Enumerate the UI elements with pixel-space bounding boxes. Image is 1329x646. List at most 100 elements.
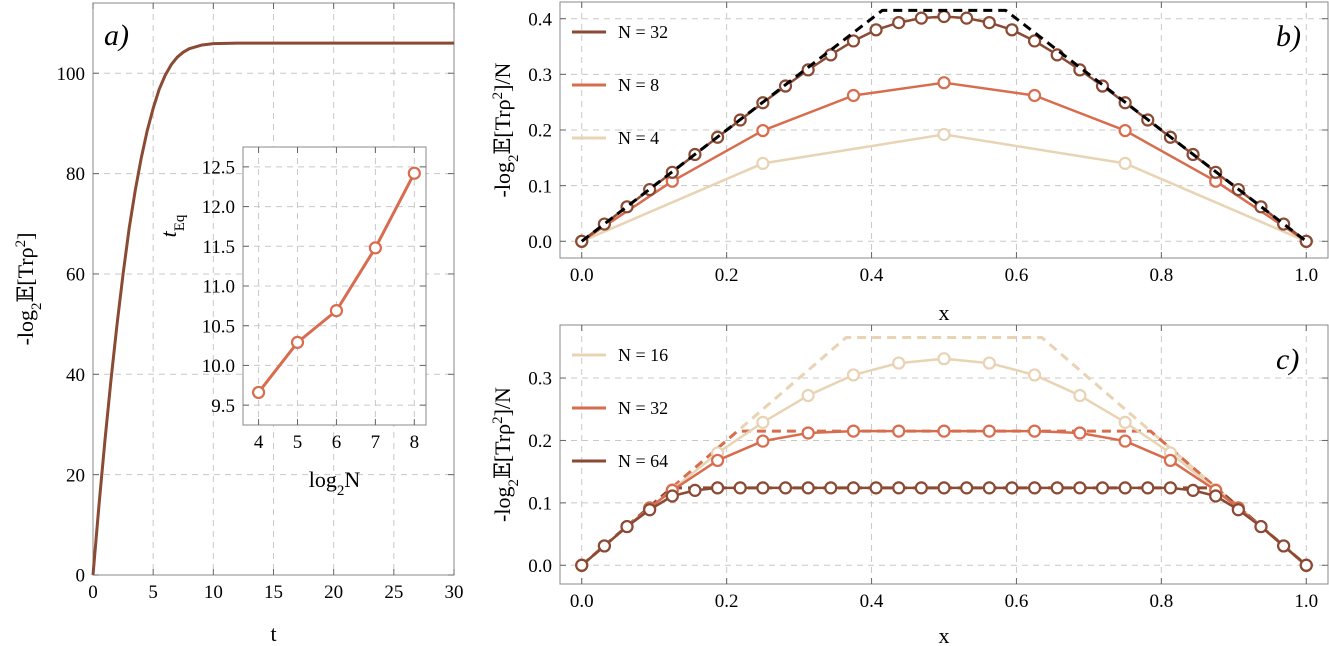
data-point: [982, 424, 996, 438]
y-tick-label: 0.4: [528, 9, 552, 30]
data-point: [1163, 481, 1178, 495]
data-point: [1027, 424, 1042, 438]
inset-x-axis-label: log2N: [309, 467, 361, 499]
data-point: [914, 11, 928, 25]
data-point: [756, 415, 770, 429]
data-point: [892, 15, 906, 30]
x-tick-label: 0.4: [860, 265, 884, 286]
data-point: [937, 424, 951, 438]
x-tick-label: 5: [148, 582, 158, 603]
data-point: [756, 434, 770, 448]
data-point: [846, 368, 861, 382]
panel-label: a): [104, 19, 129, 52]
data-point: [756, 156, 770, 170]
y-tick-label: 0.2: [528, 121, 552, 142]
data-point: [597, 539, 611, 553]
data-point: [937, 9, 951, 24]
legend-label: N = 32: [618, 22, 668, 42]
data-point: [846, 424, 861, 438]
y-tick-label: 0.0: [528, 232, 552, 253]
inset-data-point: [251, 385, 266, 400]
data-point: [937, 76, 951, 90]
data-point: [937, 481, 951, 495]
legend-label: N = 32: [618, 398, 668, 418]
dashed-bound-line: [580, 8, 1308, 243]
data-point: [1186, 483, 1200, 497]
data-point: [733, 481, 747, 495]
data-point: [1118, 481, 1132, 495]
data-point: [1073, 481, 1087, 495]
x-tick-label: 15: [264, 582, 283, 603]
data-point: [1118, 156, 1132, 170]
data-point: [801, 481, 815, 495]
y-tick-label: 0.0: [528, 556, 552, 577]
data-point: [710, 481, 725, 495]
data-point: [756, 481, 770, 495]
data-point: [1231, 503, 1245, 517]
y-tick-label: 60: [66, 265, 85, 286]
y-tick-label: 0.1: [528, 176, 552, 197]
data-point: [914, 481, 928, 495]
inset-data-point: [407, 166, 421, 180]
data-point: [937, 352, 951, 366]
inset-data-point: [290, 335, 305, 349]
data-point: [846, 481, 861, 495]
y-tick-label: 10.0: [202, 356, 235, 377]
data-point: [1118, 123, 1132, 138]
data-point: [1005, 23, 1019, 37]
x-tick-label: 0: [88, 582, 98, 603]
data-point: [575, 558, 589, 572]
y-axis-label: -log2𝔼[Trρ2]/N: [490, 62, 522, 197]
y-tick-label: 20: [66, 465, 85, 486]
data-point: [982, 356, 996, 370]
x-tick-label: 0.2: [715, 591, 739, 612]
data-point: [643, 503, 657, 517]
y-tick-label: 9.5: [211, 396, 235, 417]
inset-y-axis-label: tEq: [156, 214, 188, 237]
y-axis-label: -log2𝔼[Trρ2]/N: [490, 387, 522, 522]
x-axis-label: x: [939, 623, 950, 646]
data-point: [801, 388, 815, 403]
data-point: [1027, 368, 1042, 382]
data-point: [982, 15, 996, 30]
inset-data-point: [368, 241, 382, 255]
data-point: [688, 483, 702, 497]
y-tick-label: 0.2: [528, 431, 552, 452]
data-point: [1027, 88, 1042, 103]
dashed-bound-line: [580, 429, 1308, 567]
data-point: [756, 123, 770, 138]
data-point: [620, 519, 634, 534]
x-axis-label: x: [939, 300, 950, 325]
data-point: [869, 481, 883, 495]
series-line: [580, 486, 1308, 567]
inset-plot: 4 5 6 7 8 9.5 10.0 10.5 11.0 11.5 12.0 12.5 log2N tEq: [156, 146, 427, 499]
data-point: [1005, 481, 1019, 495]
data-point: [892, 424, 906, 438]
y-tick-label: 0.3: [528, 65, 552, 86]
inset-data-point: [329, 304, 344, 318]
panel-label: c): [1276, 343, 1299, 376]
data-point: [1050, 48, 1064, 62]
data-point: [846, 88, 861, 103]
data-point: [960, 11, 974, 25]
x-tick-label: 8: [410, 432, 420, 453]
data-point: [824, 481, 838, 495]
x-tick-label: 0.0: [570, 591, 594, 612]
x-axis-label: t: [270, 621, 276, 646]
x-tick-label: 10: [204, 582, 223, 603]
x-tick-label: 0.8: [1149, 265, 1173, 286]
dashed-bound-line: [580, 335, 1308, 567]
y-axis-label: -log2𝔼[Trρ2]: [13, 233, 45, 346]
data-point: [710, 453, 725, 468]
legend-label: N = 64: [618, 451, 668, 471]
y-tick-label: 0.3: [528, 369, 552, 390]
series-line: [580, 357, 1308, 567]
series-line: [580, 429, 1308, 567]
x-tick-label: 0.6: [1005, 265, 1029, 286]
x-tick-label: 0.8: [1149, 591, 1173, 612]
data-point: [824, 48, 838, 62]
data-point: [1118, 434, 1132, 448]
x-tick-label: 6: [332, 432, 342, 453]
data-point: [1209, 489, 1223, 503]
